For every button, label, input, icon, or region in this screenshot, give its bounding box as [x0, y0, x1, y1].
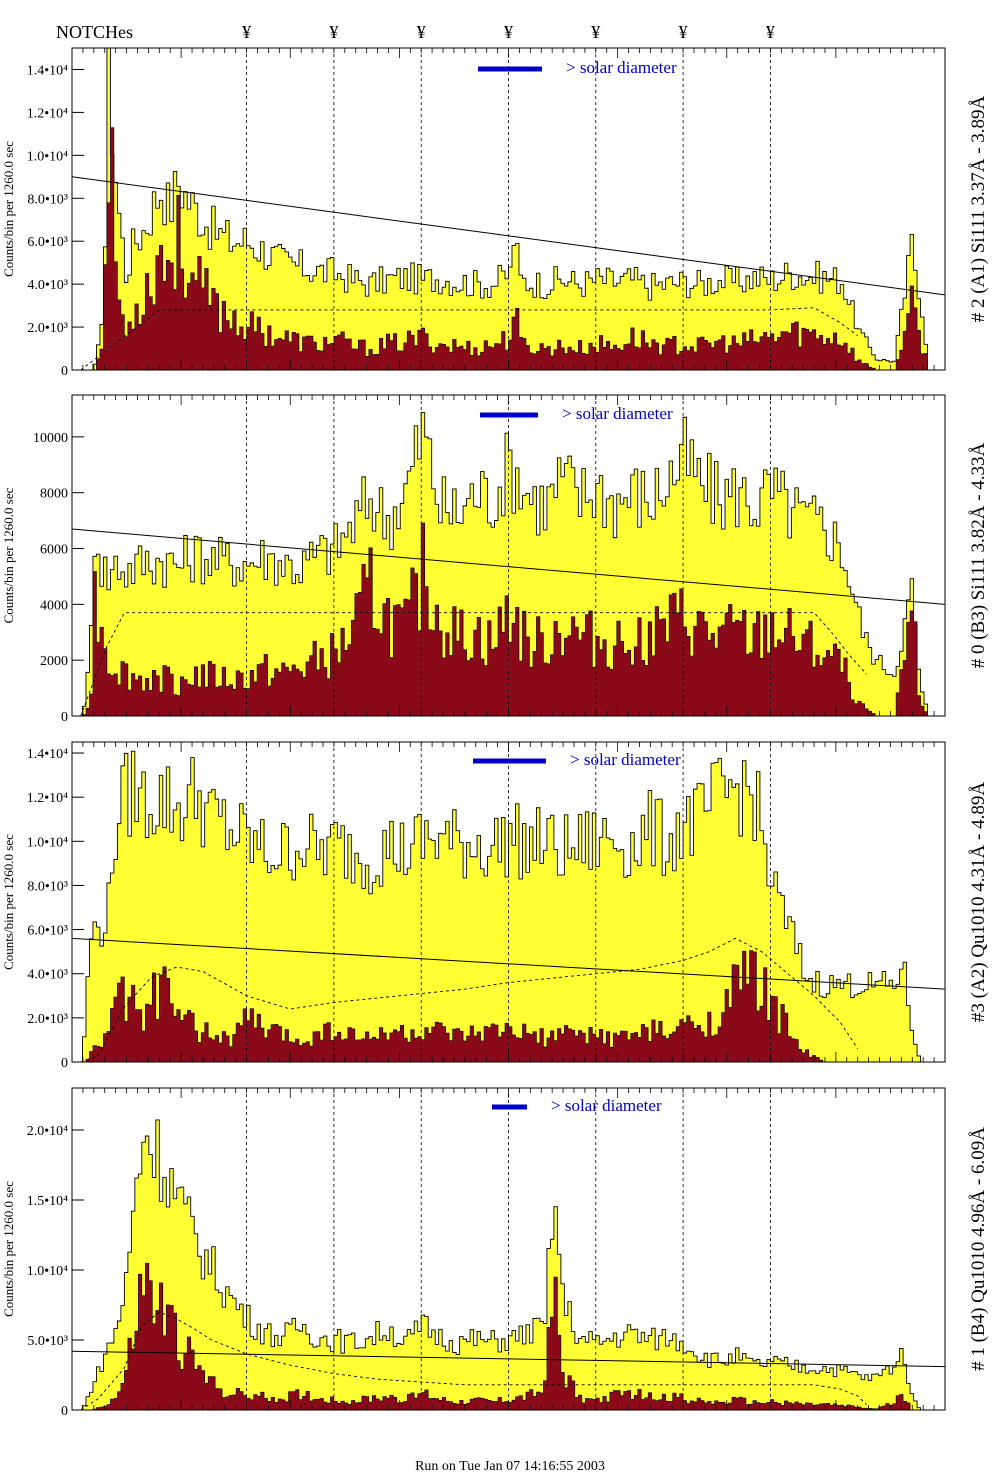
- y-tick-label: 5.0•10³: [27, 1334, 68, 1349]
- y-tick-label: 6.0•10³: [27, 235, 68, 250]
- y-axis-label: Counts/bin per 1260.0 sec: [1, 834, 16, 970]
- y-tick-label: 1.2•10⁴: [27, 791, 68, 806]
- fit-line: [71, 937, 946, 990]
- y-tick-label: 1.0•10⁴: [27, 835, 68, 850]
- series-maroon-histogram: [72, 1262, 945, 1411]
- notches-header: NOTCHes ¥ ¥ ¥ ¥ ¥ ¥ ¥: [56, 22, 775, 42]
- panel-2: 0 2000 4000 6000 8000 10000 Counts/bin per 126…: [1, 394, 989, 725]
- legend-label: > solar diameter: [551, 1096, 662, 1115]
- y-tick-label: 1.5•10⁴: [27, 1194, 68, 1209]
- y-tick-label: 8.0•10³: [27, 192, 68, 207]
- notch-symbol: ¥: [242, 22, 251, 42]
- panel-4: 0 5.0•10³ 1.0•10⁴ 1.5•10⁴ 2.0•10⁴ Counts/bin …: [1, 1087, 989, 1419]
- y-tick-label: 8.0•10³: [27, 879, 68, 894]
- y-tick-label: 0: [61, 710, 68, 725]
- legend-label: > solar diameter: [562, 404, 673, 423]
- y-tick-label: 4.0•10³: [27, 968, 68, 983]
- series-yellow-histogram: [72, 47, 945, 371]
- y-tick-label: 0: [61, 1056, 68, 1071]
- panel-3: 0 2.0•10³ 4.0•10³ 6.0•10³ 8.0•10³ 1.0•10⁴ 1.2•…: [1, 741, 989, 1071]
- series-maroon-histogram: [72, 950, 945, 1063]
- y-tick-label: 1.4•10⁴: [27, 63, 68, 78]
- y-axis-label: Counts/bin per 1260.0 sec: [1, 141, 16, 277]
- y-tick-label: 4.0•10³: [27, 278, 68, 293]
- dashed-curve: [80, 937, 859, 1063]
- legend-label: > solar diameter: [566, 58, 677, 77]
- y-tick-label: 0: [61, 364, 68, 379]
- notch-symbol: ¥: [591, 22, 600, 42]
- panel-1: 0 2.0•10³ 4.0•10³ 6.0•10³ 8.0•10³ 1.0•10⁴ 1.2•…: [1, 47, 989, 379]
- notch-symbol: ¥: [504, 22, 513, 42]
- series-yellow-histogram: [72, 1119, 945, 1411]
- legend-label: > solar diameter: [570, 750, 681, 769]
- y-tick-label: 6.0•10³: [27, 924, 68, 939]
- notch-symbol: ¥: [766, 22, 775, 42]
- panel-right-label: #3 (A2) Qu1010 4.31Å - 4.89Å: [968, 782, 989, 1022]
- y-tick-label: 8000: [40, 487, 68, 502]
- series-maroon-histogram: [72, 127, 945, 371]
- dashed-curve: [80, 612, 867, 717]
- run-timestamp: Run on Tue Jan 07 14:16:55 2003: [415, 1459, 605, 1474]
- y-axis-label: Counts/bin per 1260.0 sec: [1, 1181, 16, 1317]
- y-tick-label: 2.0•10³: [27, 1012, 68, 1027]
- notch-symbol: ¥: [329, 22, 338, 42]
- y-tick-label: 2.0•10⁴: [27, 1124, 68, 1139]
- y-axis-label: Counts/bin per 1260.0 sec: [1, 487, 16, 623]
- y-tick-label: 10000: [33, 431, 68, 446]
- panel-right-label: # 2 (A1) Si111 3.37Å - 3.89Å: [968, 95, 989, 322]
- notches-label: NOTCHes: [56, 22, 133, 42]
- panel-right-label: # 1 (B4) Qu1010 4.96Å - 6.09Å: [968, 1127, 989, 1371]
- y-tick-label: 1.4•10⁴: [27, 747, 68, 762]
- y-tick-label: 4000: [40, 598, 68, 613]
- panel-right-label: # 0 (B3) Si111 3.82Å - 4.33Å: [968, 442, 989, 668]
- y-tick-label: 2000: [40, 654, 68, 669]
- notch-symbol: ¥: [417, 22, 426, 42]
- y-tick-label: 1.0•10⁴: [27, 1264, 68, 1279]
- y-tick-label: 0: [61, 1404, 68, 1419]
- y-tick-label: 6000: [40, 543, 68, 558]
- notch-symbol: ¥: [679, 22, 688, 42]
- y-tick-label: 1.0•10⁴: [27, 149, 68, 164]
- fit-line: [71, 528, 946, 605]
- y-tick-label: 1.2•10⁴: [27, 106, 68, 121]
- panels: 0 2.0•10³ 4.0•10³ 6.0•10³ 8.0•10³ 1.0•10⁴ 1.2•…: [1, 47, 989, 1419]
- dashed-curve: [80, 307, 858, 371]
- y-tick-label: 2.0•10³: [27, 321, 68, 336]
